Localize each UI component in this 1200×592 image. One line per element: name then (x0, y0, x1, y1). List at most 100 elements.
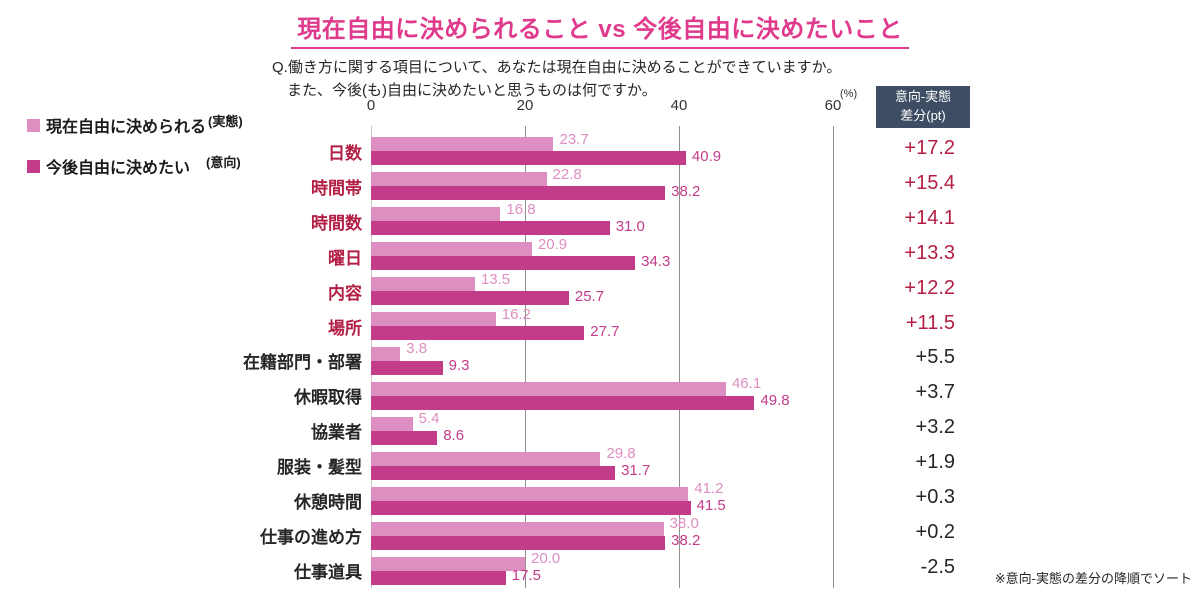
bar-actual (371, 521, 664, 536)
legend-item-intent: 今後自由に決めたい (意向) (27, 154, 243, 178)
category-label: 協業者 (311, 423, 362, 443)
chart-row: 服装・髪型 29.8 31.7 +1.9 (0, 445, 1000, 483)
chart-row: 時間帯 22.8 38.2 +15.4 (0, 166, 1000, 204)
bar-intent-value: 34.3 (641, 252, 671, 270)
bar-intent-line: 38.2 (371, 532, 833, 550)
legend-suffix-intent: (意向) (206, 154, 241, 170)
bar-actual (371, 556, 525, 571)
bar-intent (371, 291, 569, 306)
bar-intent-line: 8.6 (371, 427, 833, 445)
bar-intent-line: 49.8 (371, 392, 833, 410)
bar-group: 22.8 38.2 (371, 166, 833, 204)
bar-actual-value: 20.9 (537, 235, 568, 253)
bar-actual (371, 277, 475, 292)
bar-actual (371, 207, 501, 222)
chart-row: 休憩時間 41.2 41.5 +0.3 (0, 480, 1000, 518)
bar-actual-line: 16.8 (371, 201, 833, 222)
diff-value: +0.2 (915, 521, 955, 544)
diff-value: +17.2 (904, 136, 955, 159)
category-label: 内容 (328, 283, 362, 303)
gridline-40 (678, 126, 680, 588)
bar-actual-line: 22.8 (371, 166, 833, 187)
legend-label-actual: 現在自由に決められる (46, 119, 207, 136)
category-label: 場所 (328, 318, 362, 338)
bar-intent-value: 41.5 (696, 497, 726, 515)
chart-row: 仕事道具 20.0 17.5 -2.5 (0, 550, 1000, 588)
chart-row: 時間数 16.8 31.0 +14.1 (0, 201, 1000, 239)
bar-actual-value: 29.8 (606, 445, 636, 463)
bar-intent-value: 8.6 (443, 427, 465, 445)
diff-value: +15.4 (904, 171, 955, 194)
x-axis-tick-labels: 0 20 40 60 (%) (367, 88, 857, 117)
bar-actual (371, 172, 547, 187)
bar-group: 38.0 38.2 (371, 515, 833, 553)
diff-header-line2: 差分(pt) (900, 108, 946, 123)
bar-group: 29.8 31.7 (371, 445, 833, 483)
category-label: 時間帯 (311, 178, 362, 198)
diff-value: +3.7 (915, 381, 955, 404)
bar-actual-line: 13.5 (371, 271, 833, 292)
diff-value: +1.9 (915, 451, 955, 474)
bar-intent (371, 535, 666, 550)
bar-intent-value: 31.7 (621, 462, 651, 480)
x-axis-tick-60: 60 (824, 97, 842, 114)
chart-rows: 日数 23.7 40.9 +17.2 時間帯 22.8 38.2 +15.4 時間数 16.8 31… (0, 126, 1000, 588)
chart-row: 在籍部門・部署 3.8 9.3 +5.5 (0, 340, 1000, 379)
chart-row: 日数 23.7 40.9 +17.2 (0, 130, 1000, 169)
legend: 現在自由に決められる (実態) 今後自由に決めたい (意向) (27, 113, 243, 195)
bar-group: 16.8 31.0 (371, 201, 833, 239)
diff-column-header: 意向-実態 差分(pt) (876, 86, 970, 128)
diff-header-line1: 意向-実態 (894, 89, 952, 105)
bar-actual-value: 3.8 (406, 340, 428, 358)
bar-actual-line: 46.1 (371, 375, 833, 396)
bar-intent-value: 31.0 (615, 217, 645, 235)
bar-intent (371, 186, 666, 201)
legend-suffix-actual: (実態) (208, 113, 243, 129)
bar-intent (371, 500, 691, 515)
bar-actual-line: 5.4 (371, 410, 833, 431)
chart-title-row: 現在自由に決められること vs 今後自由に決めたいこと (0, 9, 1200, 49)
bar-actual-line: 41.2 (371, 480, 833, 501)
category-label: 時間数 (311, 213, 362, 233)
bar-intent-value: 9.3 (448, 357, 470, 375)
bar-group: 20.9 34.3 (371, 235, 833, 274)
bar-actual-value: 13.5 (480, 270, 511, 288)
chart-row: 曜日 20.9 34.3 +13.3 (0, 235, 1000, 274)
diff-value: +0.3 (915, 486, 955, 509)
bar-intent-line: 25.7 (371, 288, 833, 306)
bar-intent-line: 31.7 (371, 462, 833, 480)
bar-intent-line: 27.7 (371, 322, 833, 341)
bar-intent (371, 151, 686, 166)
legend-item-actual: 現在自由に決められる (実態) (27, 113, 243, 137)
bar-intent-value: 40.9 (691, 147, 722, 165)
legend-swatch-actual (27, 118, 40, 132)
bar-actual-line: 16.2 (371, 306, 833, 327)
category-label: 曜日 (328, 248, 362, 268)
bar-group: 46.1 49.8 (371, 375, 833, 413)
bar-actual (371, 242, 532, 257)
x-axis-tick-20: 20 (516, 97, 534, 114)
diff-value: +14.1 (904, 206, 955, 229)
bar-actual-value: 38.0 (669, 515, 699, 533)
bar-intent (371, 326, 585, 341)
diff-value: +3.2 (915, 416, 955, 439)
bar-actual (371, 381, 726, 396)
bar-intent-line: 41.5 (371, 497, 833, 515)
bar-group: 23.7 40.9 (371, 130, 833, 169)
bar-group: 3.8 9.3 (371, 340, 833, 379)
bar-actual-value: 5.4 (418, 410, 440, 428)
bar-actual (371, 416, 413, 431)
bar-intent-value: 27.7 (590, 322, 620, 340)
legend-swatch-intent (27, 159, 40, 173)
category-label: 在籍部門・部署 (243, 353, 362, 373)
bar-actual-value: 20.0 (530, 550, 561, 568)
category-label: 服装・髪型 (277, 458, 362, 478)
bar-actual-value: 23.7 (559, 130, 589, 148)
gridline-20 (524, 126, 526, 588)
bar-intent (371, 256, 636, 271)
x-axis-tick-40: 40 (670, 97, 688, 114)
diff-value: +12.2 (904, 276, 955, 299)
bar-actual-line: 20.0 (371, 550, 833, 571)
bar-intent (371, 395, 755, 410)
